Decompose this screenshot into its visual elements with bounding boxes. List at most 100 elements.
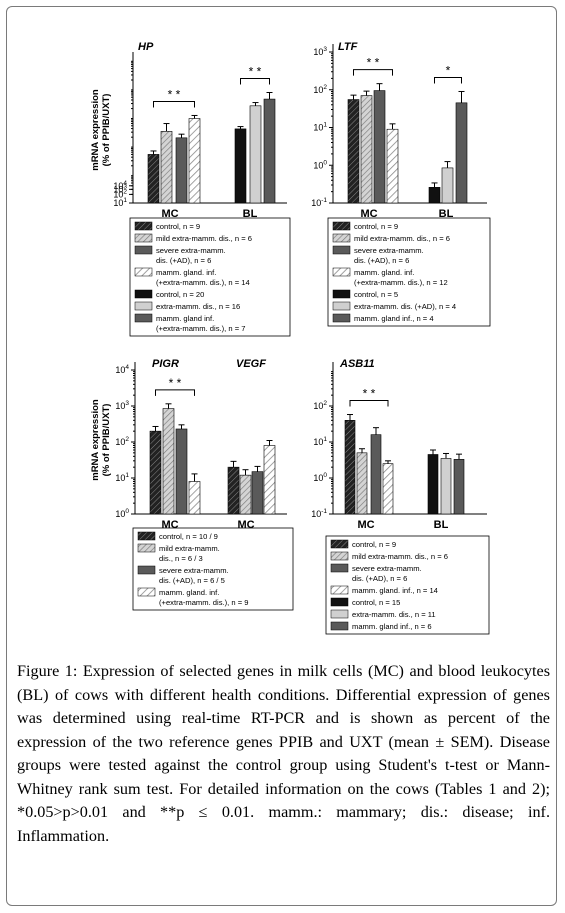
y-axis-label-PIGR_VEGF-1: (% of PPIB/UXT) [101, 404, 112, 477]
x-tick-label-HP-0: MC [161, 208, 178, 220]
legend-swatch-PIGR_VEGF-1 [137, 543, 156, 553]
legend-label-LTF-6-0: mamm. gland inf., n = 4 [354, 314, 434, 323]
bar-LTF-1-0 [428, 187, 441, 204]
x-tick-label-LTF-0: MC [360, 208, 377, 220]
legend-label-ASB11-3-0: mamm. gland. inf., n = 14 [352, 586, 438, 595]
bar-PIGR_VEGF-0-1 [162, 408, 175, 515]
legend-label-HP-3-0: mamm. gland. inf. [156, 268, 216, 277]
legend-swatch-LTF-1 [332, 233, 351, 243]
y-tick-label-LTF-3: 102 [313, 84, 327, 95]
legend-box-HP [129, 217, 291, 337]
legend-label-HP-2-1: dis. (+AD), n = 6 [156, 256, 211, 265]
y-tick-label-PIGR_VEGF-3: 103 [115, 400, 129, 411]
y-tick-label-LTF-4: 103 [313, 46, 327, 57]
bar-LTF-1-2 [455, 102, 468, 204]
chart-title-PIGR_VEGF-0: PIGR [152, 358, 179, 370]
chart-title-ASB11-0: ASB11 [339, 358, 375, 370]
bar-ASB11-0-0 [344, 420, 356, 515]
y-tick-label-HP-1: 102 [113, 188, 127, 199]
significance-marker-HP-1: * * [249, 65, 262, 79]
significance-bracket-PIGR_VEGF-0 [155, 389, 195, 396]
significance-bracket-ASB11-0 [349, 400, 389, 407]
legend-label-ASB11-6-0: mamm. gland inf., n = 6 [352, 622, 432, 631]
legend-swatch-HP-2 [134, 245, 153, 255]
bar-PIGR_VEGF-0-2 [175, 428, 188, 515]
chart-title-LTF-0: LTF [338, 41, 358, 53]
legend-label-LTF-0-0: control, n = 9 [354, 222, 398, 231]
bar-PIGR_VEGF-0-0 [149, 430, 162, 515]
legend-swatch-LTF-6 [332, 313, 351, 323]
y-tick-label-ASB11-3: 102 [313, 400, 327, 411]
legend-label-ASB11-2-0: severe extra-mamm. [352, 564, 422, 573]
legend-swatch-ASB11-4 [330, 597, 349, 607]
legend-swatch-ASB11-1 [330, 551, 349, 561]
legend-label-LTF-2-0: severe extra-mamm. [354, 246, 424, 255]
bar-HP-0-1 [160, 131, 173, 204]
legend-swatch-LTF-0 [332, 221, 351, 231]
bar-HP-1-2 [263, 98, 276, 204]
legend-swatch-LTF-5 [332, 301, 351, 311]
bar-PIGR_VEGF-0-3 [188, 481, 201, 515]
bar-HP-1-0 [234, 128, 247, 204]
legend-label-ASB11-5-0: extra-mamm. dis., n = 11 [352, 610, 436, 619]
legend-label-HP-6-0: mamm. gland inf. [156, 314, 214, 323]
caption-label: Figure 1: [17, 662, 78, 680]
legend-label-PIGR_VEGF-3-1: (+extra-mamm. dis.), n = 9 [159, 598, 248, 607]
significance-bracket-LTF-1 [434, 76, 462, 84]
bar-LTF-0-1 [360, 95, 373, 204]
legend-label-HP-0-0: control, n = 9 [156, 222, 200, 231]
bar-ASB11-1-1 [440, 458, 452, 515]
legend-label-ASB11-4-0: control, n = 15 [352, 598, 400, 607]
legend-label-HP-6-1: (+extra-mamm. dis.), n = 7 [156, 324, 245, 333]
legend-box-ASB11 [325, 535, 490, 635]
bar-LTF-0-3 [386, 128, 399, 204]
bar-ASB11-0-3 [382, 463, 394, 515]
bar-LTF-1-1 [441, 167, 454, 204]
legend-label-LTF-3-1: (+extra-mamm. dis.), n = 12 [354, 278, 448, 287]
legend-swatch-ASB11-0 [330, 539, 349, 549]
y-tick-label-LTF-0: 10-1 [311, 197, 327, 208]
significance-bracket-LTF-0 [353, 69, 393, 76]
y-tick-label-ASB11-2: 101 [313, 436, 327, 447]
y-tick-label-ASB11-1: 100 [313, 472, 327, 483]
significance-bracket-HP-1 [240, 78, 270, 85]
legend-label-PIGR_VEGF-3-0: mamm. gland. inf. [159, 588, 219, 597]
significance-marker-HP-0: * * [168, 87, 181, 101]
legend-swatch-LTF-4 [332, 289, 351, 299]
legend-swatch-ASB11-2 [330, 563, 349, 573]
bar-LTF-0-2 [373, 90, 386, 204]
bar-ASB11-1-0 [427, 454, 439, 515]
legend-label-HP-1-0: mild extra-mamm. dis., n = 6 [156, 234, 252, 243]
bar-HP-0-2 [175, 137, 188, 204]
legend-label-HP-5-0: extra-mamm. dis., n = 16 [156, 302, 240, 311]
legend-label-ASB11-2-1: dis. (+AD), n = 6 [352, 574, 407, 583]
y-tick-label-PIGR_VEGF-4: 104 [115, 364, 129, 375]
legend-swatch-PIGR_VEGF-2 [137, 565, 156, 575]
legend-label-PIGR_VEGF-1-0: mild extra-mamm. [159, 544, 220, 553]
x-tick-label-ASB11-1: BL [434, 519, 449, 531]
legend-swatch-HP-1 [134, 233, 153, 243]
y-axis-label-HP-0: mRNA expression [90, 89, 101, 171]
y-tick-label-LTF-2: 101 [313, 122, 327, 133]
significance-marker-LTF-1: * [446, 63, 451, 77]
legend-swatch-PIGR_VEGF-3 [137, 587, 156, 597]
y-tick-label-PIGR_VEGF-2: 102 [115, 436, 129, 447]
y-tick-label-HP-0: 101 [113, 197, 127, 208]
chart-title-PIGR_VEGF-1: VEGF [236, 358, 266, 370]
significance-bracket-HP-0 [153, 100, 195, 108]
legend-label-LTF-3-0: mamm. gland. inf. [354, 268, 414, 277]
legend-box-LTF [327, 217, 491, 327]
y-tick-label-PIGR_VEGF-1: 101 [115, 472, 129, 483]
legend-label-LTF-1-0: mild extra-mamm. dis., n = 6 [354, 234, 450, 243]
bar-ASB11-0-2 [370, 434, 382, 515]
legend-label-LTF-4-0: control, n = 5 [354, 290, 398, 299]
y-tick-label-ASB11-0: 10-1 [311, 508, 327, 519]
y-tick-label-PIGR_VEGF-0: 100 [115, 508, 129, 519]
bar-ASB11-0-1 [356, 452, 368, 515]
legend-label-LTF-2-1: dis. (+AD), n = 6 [354, 256, 409, 265]
legend-swatch-HP-0 [134, 221, 153, 231]
y-axis-label-PIGR_VEGF-0: mRNA expression [90, 399, 101, 481]
legend-swatch-HP-4 [134, 289, 153, 299]
legend-label-ASB11-0-0: control, n = 9 [352, 540, 396, 549]
